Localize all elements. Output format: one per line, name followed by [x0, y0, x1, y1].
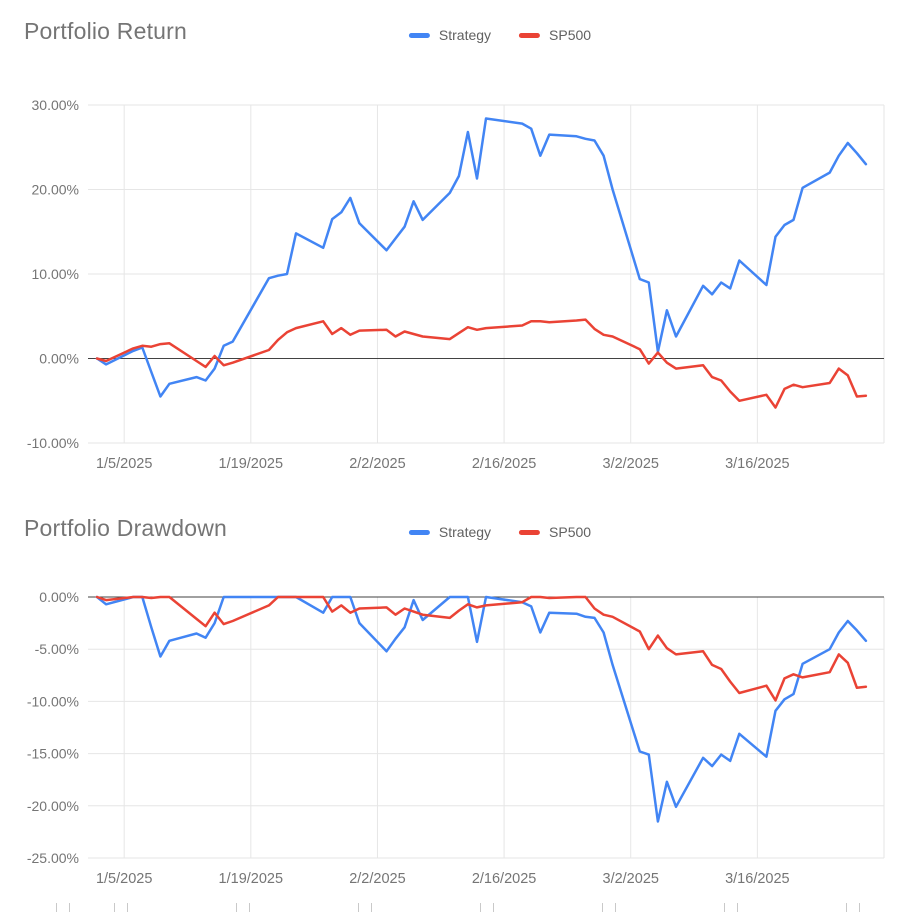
- chart-title-drawdown: Portfolio Drawdown: [24, 515, 228, 541]
- y-tick-label: 10.00%: [32, 266, 79, 282]
- legend-item-strategy: Strategy: [408, 27, 492, 43]
- portfolio-drawdown-chart[interactable]: 1/5/2025 1/19/2025 2/2/2025 2/16/2025 3/2/20…: [0, 497, 912, 900]
- x-tick-label: 1/5/2025: [96, 871, 152, 887]
- legend-item-sp500: SP500: [519, 524, 591, 540]
- y-tick-label: 20.00%: [32, 182, 79, 198]
- series-sp500-line[interactable]: [95, 595, 868, 702]
- legend-label-strategy: Strategy: [438, 524, 492, 540]
- return-chart-plot-area: 1/5/2025 1/19/2025 2/2/2025 2/16/2025 3/2/20…: [27, 97, 885, 472]
- legend-item-strategy: Strategy: [408, 524, 492, 540]
- series-strategy-line[interactable]: [95, 595, 868, 823]
- x-tick-label: 1/19/2025: [219, 456, 284, 472]
- series-sp500-line[interactable]: [95, 318, 868, 409]
- sp500-series-swatch-icon: [519, 32, 541, 38]
- drawdown-chart-plot-area: 1/5/2025 1/19/2025 2/2/2025 2/16/2025 3/2/20…: [27, 589, 885, 887]
- legend-item-sp500: SP500: [519, 27, 591, 43]
- x-tick-label: 3/16/2025: [725, 456, 790, 472]
- y-tick-label: -15.00%: [27, 746, 79, 762]
- y-tick-label: -5.00%: [35, 641, 79, 657]
- y-tick-label: -20.00%: [27, 798, 79, 814]
- drawdown-chart-legend: Strategy SP500: [408, 524, 591, 540]
- x-tick-label: 1/19/2025: [219, 871, 284, 887]
- legend-label-sp500: SP500: [549, 27, 592, 43]
- x-tick-label: 1/5/2025: [96, 456, 152, 472]
- portfolio-return-chart[interactable]: 1/5/2025 1/19/2025 2/2/2025 2/16/2025 3/2/20…: [0, 0, 912, 497]
- x-tick-label: 3/2/2025: [603, 456, 659, 472]
- y-tick-label: -10.00%: [27, 435, 79, 451]
- x-tick-label: 2/16/2025: [472, 456, 537, 472]
- x-tick-label: 3/16/2025: [725, 871, 790, 887]
- y-tick-label: -25.00%: [27, 850, 79, 866]
- x-tick-label: 2/2/2025: [349, 456, 405, 472]
- strategy-series-swatch-icon: [408, 529, 430, 535]
- return-chart-legend: Strategy SP500: [408, 27, 591, 43]
- x-tick-label: 2/2/2025: [349, 871, 405, 887]
- y-tick-label: -10.00%: [27, 693, 79, 709]
- sheet-row-edge: [0, 903, 912, 912]
- strategy-series-swatch-icon: [408, 32, 430, 38]
- legend-label-strategy: Strategy: [438, 27, 492, 43]
- chart-title-return: Portfolio Return: [24, 18, 187, 44]
- y-tick-label: 0.00%: [39, 351, 79, 367]
- x-tick-label: 3/2/2025: [603, 871, 659, 887]
- series-strategy-line[interactable]: [95, 117, 868, 398]
- y-tick-label: 0.00%: [39, 589, 79, 605]
- y-tick-label: 30.00%: [32, 97, 79, 113]
- sp500-series-swatch-icon: [519, 529, 541, 535]
- x-tick-label: 2/16/2025: [472, 871, 537, 887]
- legend-label-sp500: SP500: [549, 524, 592, 540]
